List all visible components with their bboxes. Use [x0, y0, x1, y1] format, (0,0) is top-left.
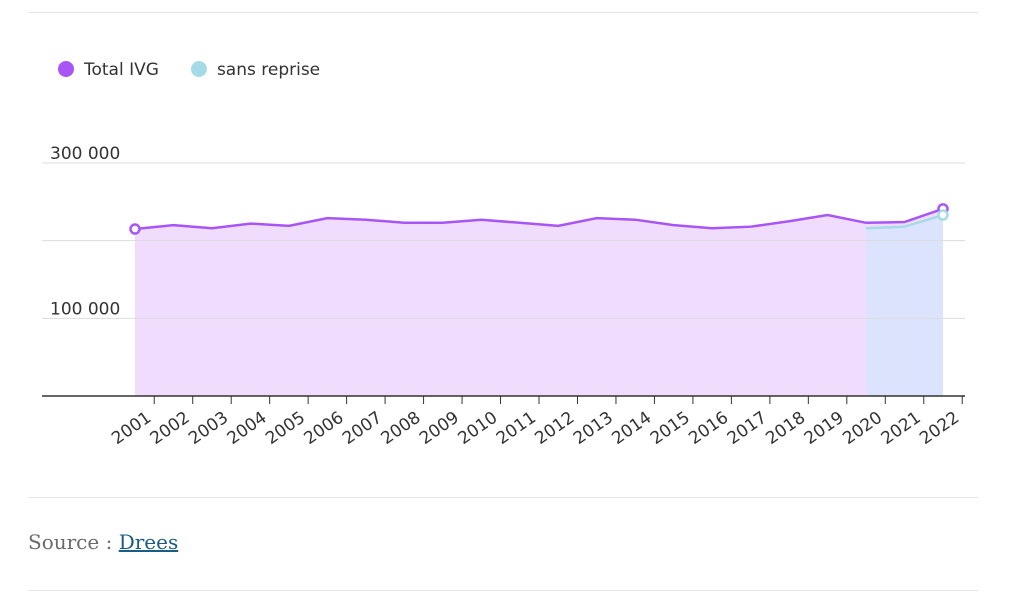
x-tick-label: 2012 — [531, 408, 578, 449]
x-tick-label: 2020 — [839, 408, 886, 449]
y-tick-label: 100 000 — [50, 299, 120, 319]
x-tick-label: 2017 — [724, 408, 771, 449]
rule — [28, 12, 978, 13]
x-tick-label: 2013 — [570, 408, 617, 449]
rule — [28, 497, 978, 498]
x-tick-label: 2011 — [493, 408, 540, 449]
area — [135, 208, 943, 396]
x-tick-label: 2003 — [185, 408, 232, 449]
x-tick-label: 2016 — [685, 408, 732, 449]
line — [134, 207, 944, 231]
x-tick-label: 2010 — [454, 408, 501, 449]
x-tick-label: 2004 — [224, 408, 271, 449]
legend-label: Total IVG — [83, 60, 159, 80]
x-tick-label: 2009 — [416, 408, 463, 449]
legend-swatch — [58, 61, 74, 77]
source: Source : Drees — [28, 530, 178, 554]
x-tick-label: 2001 — [108, 408, 155, 449]
x-tick-label: 2022 — [916, 408, 963, 449]
x-tick-label: 2007 — [339, 408, 386, 449]
x-tick-label: 2008 — [378, 408, 425, 449]
x-tick-label: 2021 — [878, 408, 925, 449]
point — [129, 223, 141, 235]
rule — [28, 590, 978, 591]
source-prefix: Source : — [28, 530, 119, 554]
x-tick-label: 2014 — [608, 408, 655, 449]
point — [937, 209, 949, 221]
x-tick-label: 2018 — [762, 408, 809, 449]
x-tick-label: 2005 — [262, 408, 309, 449]
x-tick-label: 2015 — [647, 408, 694, 449]
legend-label: sans reprise — [217, 60, 320, 80]
area — [866, 215, 943, 396]
x-tick-label: 2019 — [801, 408, 848, 449]
line — [865, 213, 944, 230]
legend-swatch — [190, 61, 207, 77]
y-tick-label: 300 000 — [50, 144, 120, 164]
source-link[interactable]: Drees — [118, 530, 179, 554]
x-tick-label: 2002 — [147, 408, 194, 449]
x-tick-label: 2006 — [301, 408, 348, 449]
